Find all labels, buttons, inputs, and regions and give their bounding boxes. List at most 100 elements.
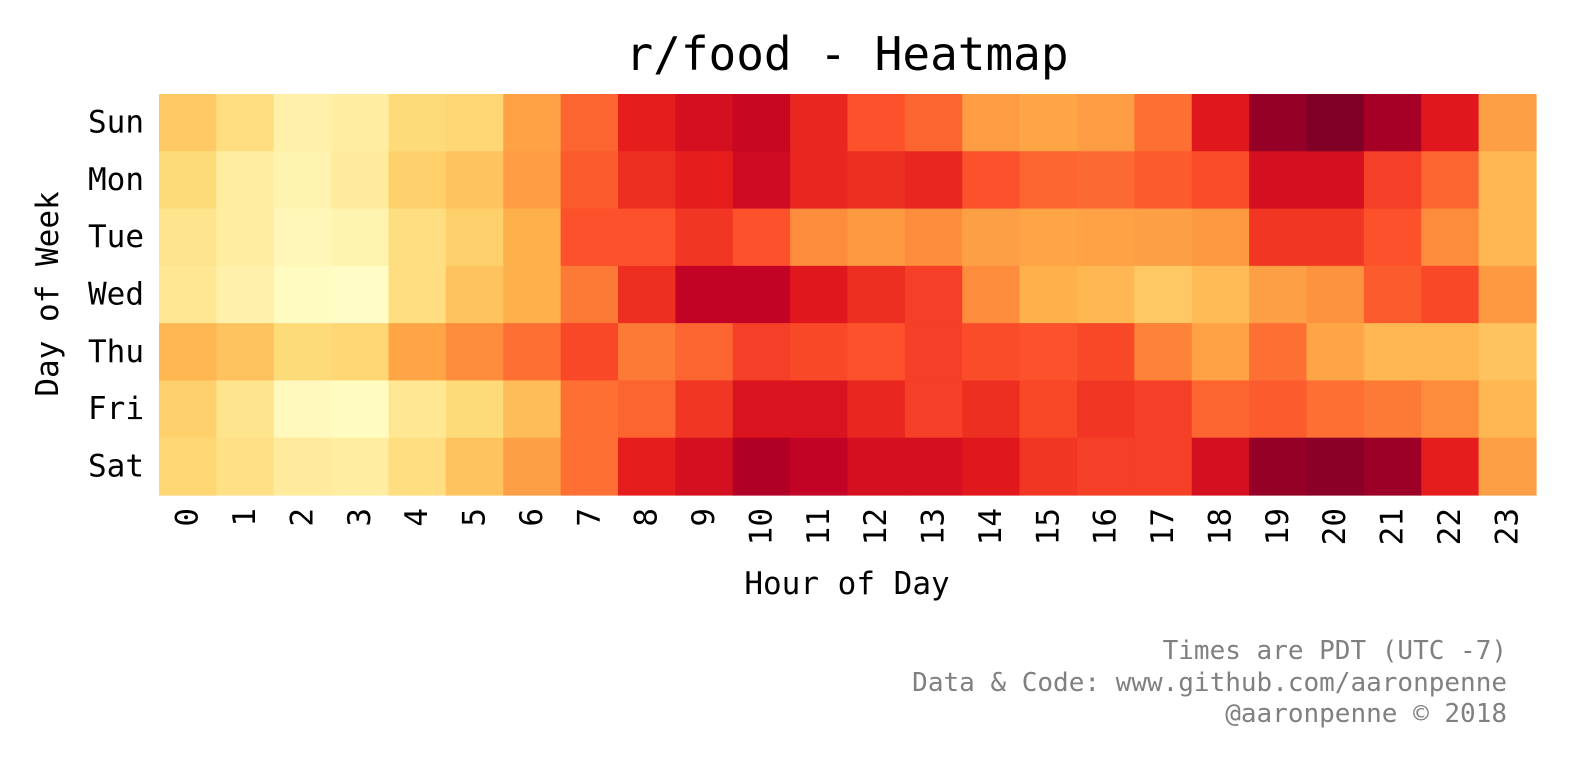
- heatmap-cell-tue-2: [273, 208, 332, 267]
- heatmap-cell-sat-21: [1363, 437, 1422, 496]
- x-tick-label-21: 21: [1375, 508, 1411, 545]
- heatmap-cell-tue-16: [1077, 208, 1135, 267]
- heatmap-cell-tue-23: [1478, 208, 1537, 267]
- x-tick-label-9: 9: [686, 508, 722, 527]
- heatmap-cell-thu-20: [1306, 323, 1365, 382]
- heatmap-cell-thu-19: [1249, 323, 1308, 382]
- heatmap-cell-sat-8: [618, 437, 676, 496]
- heatmap-cell-thu-8: [618, 323, 676, 382]
- y-axis-label: Day of Week: [30, 191, 66, 397]
- heatmap-cell-mon-3: [331, 151, 390, 210]
- heatmap-cell-tue-7: [560, 208, 619, 267]
- heatmap-cell-tue-11: [790, 208, 849, 267]
- heatmap-cell-thu-22: [1421, 323, 1480, 382]
- heatmap-cell-wed-12: [847, 265, 906, 324]
- heatmap-cell-thu-9: [675, 323, 734, 382]
- x-tick-label-17: 17: [1145, 508, 1181, 545]
- heatmap-cell-tue-13: [904, 208, 963, 267]
- x-tick-label-19: 19: [1260, 508, 1296, 545]
- heatmap-cell-fri-4: [388, 380, 447, 439]
- heatmap-cell-wed-8: [618, 265, 676, 324]
- x-tick-label-14: 14: [973, 508, 1009, 545]
- heatmap-cell-sun-22: [1421, 94, 1480, 152]
- heatmap-cell-wed-10: [732, 265, 791, 324]
- heatmap-cell-thu-6: [503, 323, 562, 382]
- footer-credits: Times are PDT (UTC -7) Data & Code: www.…: [912, 636, 1507, 731]
- y-tick-label-sat: Sat: [88, 448, 144, 484]
- y-tick-label-fri: Fri: [88, 391, 144, 427]
- heatmap-cell-mon-1: [216, 151, 275, 210]
- heatmap-cell-sun-3: [331, 94, 390, 152]
- heatmap-cell-tue-18: [1191, 208, 1250, 267]
- heatmap-cell-sat-6: [503, 437, 562, 496]
- heatmap-cell-sun-6: [503, 94, 562, 152]
- heatmap-cell-mon-18: [1191, 151, 1250, 210]
- heatmap-cell-tue-22: [1421, 208, 1480, 267]
- heatmap-cell-fri-13: [904, 380, 963, 439]
- footer-copyright: @aaronpenne © 2018: [1225, 699, 1507, 729]
- heatmap-cell-fri-5: [445, 380, 504, 439]
- heatmap-cell-thu-11: [790, 323, 849, 382]
- heatmap-cell-sun-18: [1191, 94, 1250, 152]
- heatmap-cell-sat-18: [1191, 437, 1250, 496]
- heatmap-cell-sun-1: [216, 94, 275, 152]
- heatmap-cell-fri-1: [216, 380, 275, 439]
- heatmap-cell-wed-7: [560, 265, 619, 324]
- heatmap-cell-thu-18: [1191, 323, 1250, 382]
- heatmap-cell-fri-12: [847, 380, 906, 439]
- x-tick-label-15: 15: [1030, 508, 1066, 545]
- heatmap-cell-thu-10: [732, 323, 791, 382]
- heatmap-cell-mon-12: [847, 151, 906, 210]
- x-tick-label-23: 23: [1489, 508, 1525, 545]
- heatmap-cell-wed-16: [1077, 265, 1135, 324]
- heatmap-cell-thu-1: [216, 323, 275, 382]
- heatmap-cell-fri-14: [962, 380, 1021, 439]
- heatmap-cells: [159, 94, 1537, 496]
- heatmap-cell-sat-22: [1421, 437, 1480, 496]
- heatmap-cell-wed-18: [1191, 265, 1250, 324]
- heatmap-cell-wed-21: [1363, 265, 1422, 324]
- heatmap-cell-wed-19: [1249, 265, 1308, 324]
- heatmap-cell-thu-0: [159, 323, 217, 382]
- heatmap-cell-mon-16: [1077, 151, 1135, 210]
- heatmap-cell-thu-5: [445, 323, 504, 382]
- heatmap-cell-sun-8: [618, 94, 676, 152]
- x-tick-label-0: 0: [170, 508, 206, 527]
- heatmap-cell-tue-10: [732, 208, 791, 267]
- heatmap-cell-mon-0: [159, 151, 217, 210]
- heatmap-cell-fri-23: [1478, 380, 1537, 439]
- heatmap-cell-wed-1: [216, 265, 275, 324]
- x-tick-labels: 0 1 2 3 4 5 6 7 8 9 10 11 12 13 14 15 16 17 18 19 20 21 22 23: [170, 508, 1526, 545]
- heatmap-cell-tue-1: [216, 208, 275, 267]
- x-tick-label-22: 22: [1432, 508, 1468, 545]
- heatmap-cell-tue-8: [618, 208, 676, 267]
- x-tick-label-3: 3: [342, 508, 378, 527]
- heatmap-cell-thu-12: [847, 323, 906, 382]
- heatmap-cell-wed-5: [445, 265, 504, 324]
- heatmap-cell-thu-23: [1478, 323, 1537, 382]
- heatmap-cell-tue-20: [1306, 208, 1365, 267]
- heatmap-cell-wed-9: [675, 265, 734, 324]
- heatmap-cell-mon-21: [1363, 151, 1422, 210]
- heatmap-cell-fri-21: [1363, 380, 1422, 439]
- heatmap-cell-wed-11: [790, 265, 849, 324]
- heatmap-cell-mon-11: [790, 151, 849, 210]
- heatmap-cell-thu-17: [1134, 323, 1193, 382]
- heatmap-cell-sun-23: [1478, 94, 1537, 152]
- heatmap-cell-sat-11: [790, 437, 849, 496]
- heatmap-cell-thu-14: [962, 323, 1021, 382]
- x-tick-label-7: 7: [571, 508, 607, 527]
- heatmap-cell-fri-17: [1134, 380, 1193, 439]
- heatmap-cell-fri-3: [331, 380, 390, 439]
- heatmap-cell-tue-12: [847, 208, 906, 267]
- heatmap-cell-wed-14: [962, 265, 1021, 324]
- heatmap-cell-tue-6: [503, 208, 562, 267]
- heatmap-cell-wed-17: [1134, 265, 1193, 324]
- heatmap-cell-fri-6: [503, 380, 562, 439]
- heatmap-cell-sat-9: [675, 437, 734, 496]
- heatmap-cell-sun-0: [159, 94, 217, 152]
- heatmap-cell-sun-19: [1249, 94, 1308, 152]
- heatmap-cell-sun-16: [1077, 94, 1135, 152]
- heatmap-cell-fri-7: [560, 380, 619, 439]
- heatmap-cell-fri-8: [618, 380, 676, 439]
